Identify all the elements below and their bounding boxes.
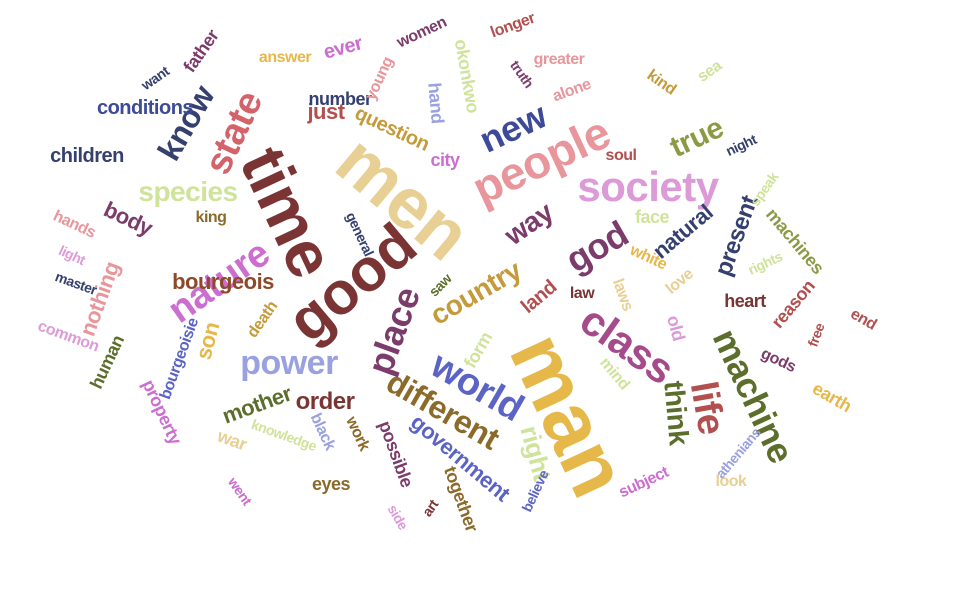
word-young: young bbox=[362, 54, 397, 103]
word-earth: earth bbox=[809, 377, 855, 417]
word-species: species bbox=[138, 176, 238, 207]
word-just: just bbox=[307, 99, 345, 124]
word-alone: alone bbox=[550, 75, 594, 106]
word-conditions: conditions bbox=[96, 97, 194, 119]
word-women: women bbox=[394, 13, 450, 52]
word-father: father bbox=[179, 26, 223, 76]
word-face: face bbox=[634, 207, 670, 227]
word-form: form bbox=[459, 328, 497, 372]
word-soul: soul bbox=[605, 147, 637, 164]
word-sea: sea bbox=[694, 57, 725, 86]
word-eyes: eyes bbox=[311, 474, 351, 494]
word-war: war bbox=[214, 425, 250, 455]
word-art: art bbox=[418, 496, 442, 520]
word-children: children bbox=[50, 145, 124, 167]
word-went: went bbox=[224, 474, 256, 508]
word-king: king bbox=[195, 209, 227, 226]
word-want: want bbox=[138, 62, 172, 94]
word-greater: greater bbox=[533, 51, 585, 68]
word-way: way bbox=[498, 196, 559, 252]
word-law: law bbox=[569, 285, 595, 302]
word-bourgeoisie: bourgeoisie bbox=[156, 315, 203, 402]
word-old: old bbox=[663, 313, 689, 343]
word-look: look bbox=[715, 473, 747, 490]
word-land: land bbox=[516, 275, 562, 319]
word-true: true bbox=[665, 111, 729, 165]
word-power: power bbox=[240, 344, 338, 382]
word-god: god bbox=[558, 212, 635, 281]
word-answer: answer bbox=[258, 49, 312, 66]
word-kind: kind bbox=[643, 66, 679, 99]
word-heart: heart bbox=[724, 291, 766, 311]
word-think: think bbox=[658, 379, 695, 447]
word-night: night bbox=[723, 131, 759, 159]
word-hands: hands bbox=[50, 207, 99, 242]
word-master: master bbox=[53, 268, 99, 298]
word-believe: believe bbox=[518, 467, 552, 515]
word-society: society bbox=[577, 163, 719, 210]
word-nothing: nothing bbox=[74, 258, 125, 340]
word-number: number bbox=[308, 89, 372, 109]
word-end: end bbox=[847, 305, 880, 334]
word-city: city bbox=[430, 150, 460, 170]
word-speak: speak bbox=[746, 169, 782, 209]
word-death: death bbox=[244, 298, 282, 342]
word-truth: truth bbox=[507, 57, 537, 91]
word-bourgeois: bourgeois bbox=[172, 269, 274, 294]
word-hand: hand bbox=[424, 81, 448, 125]
word-reason: reason bbox=[767, 276, 819, 332]
word-ever: ever bbox=[321, 32, 365, 64]
word-side: side bbox=[384, 501, 412, 533]
word-rights: rights bbox=[745, 248, 785, 278]
word-work: work bbox=[342, 414, 373, 454]
word-free: free bbox=[804, 321, 828, 349]
word-order: order bbox=[295, 388, 355, 415]
word-longer: longer bbox=[488, 9, 538, 42]
word-light: light bbox=[56, 242, 88, 268]
word-okonkwo: okonkwo bbox=[450, 37, 484, 115]
word-love: love bbox=[662, 265, 697, 298]
